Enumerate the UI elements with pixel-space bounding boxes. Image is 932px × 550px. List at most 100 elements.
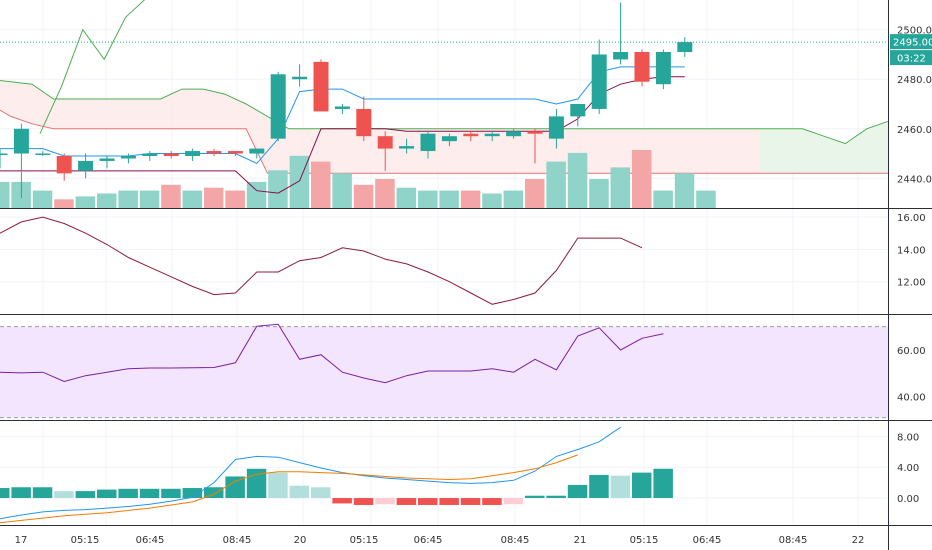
volume-bar [353, 184, 374, 208]
candle-body [334, 106, 350, 109]
macd-histogram-bar [268, 472, 288, 499]
chart-grid [0, 0, 888, 525]
macd-histogram-bar [375, 498, 395, 505]
volume-bar [375, 179, 395, 208]
candle-body [463, 133, 479, 137]
volume-bar [32, 190, 53, 208]
time-tick-label: 06:45 [414, 535, 443, 546]
macd-histogram-bar [525, 495, 545, 499]
macd-histogram-bar [311, 487, 331, 499]
volume-bar [418, 190, 438, 208]
time-tick-label: 05:15 [71, 535, 100, 546]
candle-body [655, 52, 671, 85]
macd-histogram-bar [460, 498, 481, 505]
macd-histogram-bar [97, 489, 117, 499]
indicator-line [0, 216, 643, 305]
candle-body [206, 151, 222, 154]
volume-bar [332, 173, 352, 208]
candle-body [377, 136, 393, 149]
volume-bar [225, 190, 245, 208]
volume-bar [97, 193, 117, 208]
macd-histogram-bar [503, 498, 524, 505]
volume-bar [439, 190, 459, 208]
conversion-line [0, 66, 685, 165]
volume-bar [632, 150, 652, 208]
volume-bar [246, 181, 267, 208]
macd-histogram-bar [353, 498, 374, 505]
macd-histogram-bar [289, 485, 310, 499]
macd-histogram-bar [610, 475, 631, 499]
leading-span-b [0, 109, 889, 174]
macd-histogram-bar [567, 484, 588, 499]
volume-bar [482, 193, 502, 208]
macd-histogram-bar [54, 491, 74, 499]
leading-span-a [0, 79, 889, 145]
volume-bar [268, 170, 288, 208]
time-tick-label: 08:45 [779, 535, 808, 546]
candle-body [313, 61, 329, 112]
volume-bar [118, 190, 138, 208]
candle-body [420, 133, 436, 152]
indicator-tick-label: 16.00 [897, 213, 926, 224]
macd-histogram-bar [482, 498, 502, 505]
base-line [0, 76, 685, 194]
macd-histogram-bar [546, 495, 566, 499]
candle-body [634, 52, 650, 82]
macd-histogram-bar [182, 488, 203, 499]
price-pane[interactable] [0, 0, 889, 208]
volume-bar [54, 199, 74, 208]
indicator-pane[interactable] [0, 216, 643, 305]
price-tick-label: 2460.00 [897, 125, 932, 136]
macd-histogram-bar [161, 488, 181, 499]
candle-body [484, 133, 500, 137]
volume-bar [204, 187, 224, 208]
volume-bar [525, 179, 545, 208]
macd-histogram-bar [139, 488, 160, 499]
candle-body [56, 156, 72, 174]
volume-bar [696, 190, 716, 208]
volume-bar [653, 190, 673, 208]
time-tick-label: 21 [574, 535, 587, 546]
macd-histogram-bar [0, 488, 10, 499]
macd-histogram-bar [332, 498, 352, 504]
time-tick-label: 06:45 [136, 535, 165, 546]
volume-bar [460, 190, 481, 208]
volume-bar [503, 190, 524, 208]
macd-tick-label: 0.00 [897, 494, 919, 505]
candle-body [142, 153, 158, 156]
indicator-tick-label: 14.00 [897, 245, 926, 256]
macd-tick-label: 8.00 [897, 432, 919, 443]
oscillator-pane[interactable] [0, 323, 888, 419]
time-tick-label: 22 [852, 535, 865, 546]
price-tick-label: 2480.00 [897, 75, 932, 86]
candle-body [185, 151, 201, 156]
candle-body [120, 156, 136, 159]
candle-body [78, 160, 94, 171]
time-tick-label: 05:15 [350, 535, 379, 546]
volume-bar [0, 181, 10, 208]
macd-histogram-bar [589, 474, 609, 499]
countdown-tag [890, 50, 932, 66]
price-tick-label: 2500.00 [897, 26, 932, 37]
candle-body [227, 151, 243, 154]
oscillator-tick-label: 60.00 [897, 346, 926, 357]
macd-histogram-bar [32, 487, 53, 499]
candle-body [506, 131, 522, 137]
ichimoku-cloud-bullish [759, 121, 889, 174]
candle-body [356, 108, 372, 137]
macd-pane[interactable] [0, 426, 673, 524]
oscillator-tick-label: 40.00 [897, 393, 926, 404]
volume-bar [139, 190, 160, 208]
oscillator-band [0, 326, 888, 418]
macd-histogram-bar [118, 488, 138, 499]
price-tag-label: 2495.00 [893, 38, 932, 49]
indicator-tick-label: 12.00 [897, 278, 926, 289]
time-tick-label: 20 [294, 535, 307, 546]
volume-bar [75, 196, 96, 208]
volume-bar [546, 161, 566, 208]
signal-line [0, 454, 578, 524]
ichimoku-cloud [0, 80, 889, 174]
time-tick-label: 05:15 [630, 535, 659, 546]
macd-tick-label: 4.00 [897, 463, 919, 474]
